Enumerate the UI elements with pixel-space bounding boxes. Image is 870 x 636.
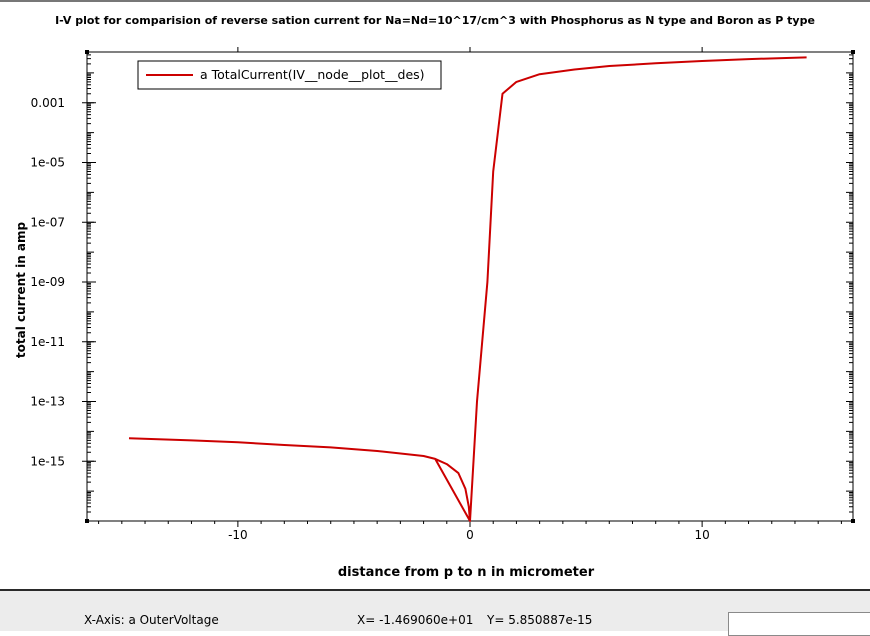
y-tick-label: 1e-07 [30,215,65,229]
y-readout: Y= 5.850887e-15 [487,613,593,627]
y-tick-label: 1e-13 [30,395,65,409]
status-bar: X-Axis: a OuterVoltage X= -1.469060e+01 … [0,589,870,636]
y-tick-label: 1e-11 [30,335,65,349]
x-axis-label: distance from p to n in micrometer [338,565,595,580]
series-line [128,56,807,522]
x-readout: X= -1.469060e+01 [357,613,474,627]
y-tick-label: 0.001 [31,96,65,110]
y-tick-label: 1e-15 [30,454,65,468]
y-tick-label: 1e-05 [30,156,65,170]
x-tick-label: -10 [228,528,248,542]
command-input[interactable] [728,612,870,636]
legend-entry-label: a TotalCurrent(IV__node__plot__des) [200,67,425,82]
plot-area[interactable]: -10 0 10 0.001 1e-05 1e-07 1e-09 1e-11 1e-13 1e-1… [0,0,870,589]
plot-frame [86,51,854,522]
x-tick-label: 10 [694,528,709,542]
x-tick-label: 0 [466,528,474,542]
window-top-border [0,0,870,2]
x-axis-status: X-Axis: a OuterVoltage [84,613,219,627]
chart-title: I-V plot for comparision of reverse sati… [55,14,815,27]
y-tick-label: 1e-09 [30,275,65,289]
y-axis-label: total current in amp [14,221,28,358]
